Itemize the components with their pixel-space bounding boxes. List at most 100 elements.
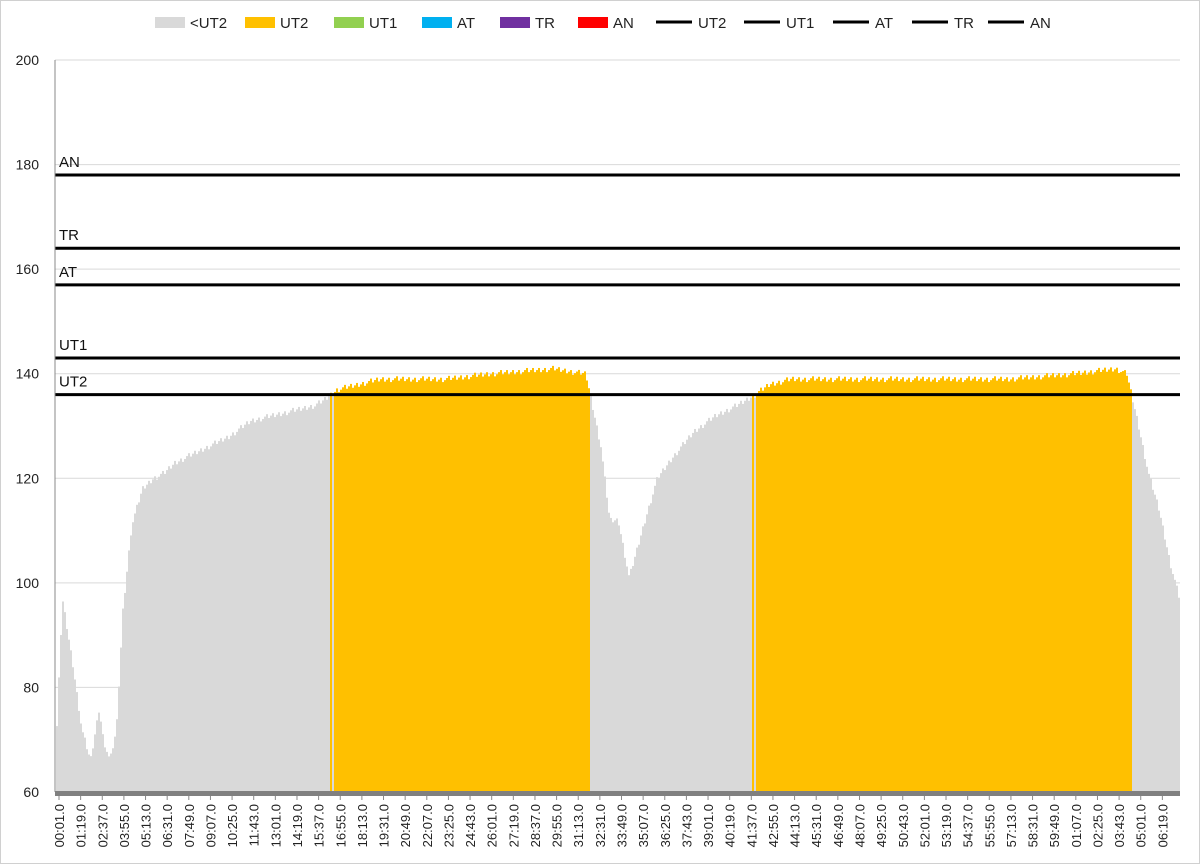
bar-ut2 [1074, 375, 1076, 792]
threshold-lines: UT2 UT1 AT TR AN [55, 154, 1180, 397]
bar-below-ut2 [592, 409, 594, 792]
threshold-label-UT1: UT1 [59, 337, 87, 354]
bar-ut2 [340, 389, 342, 792]
bar-ut2 [444, 380, 446, 792]
bar-below-ut2 [666, 465, 668, 792]
bar-below-ut2 [644, 523, 646, 792]
x-tick-label: 42:55.0 [766, 804, 781, 847]
bar-ut2 [902, 377, 904, 792]
bar-below-ut2 [186, 456, 188, 792]
bar-ut2 [1042, 377, 1044, 792]
bar-below-ut2 [324, 397, 326, 792]
legend: <UT2 UT2 UT1 AT TR AN UT2 UT1 AT TR AN [155, 15, 1051, 32]
bar-below-ut2 [604, 476, 606, 792]
bar-ut2 [1010, 379, 1012, 792]
bar-ut2 [432, 379, 434, 792]
bar-below-ut2 [638, 544, 640, 792]
bar-ut2 [774, 385, 776, 792]
bar-ut2 [342, 387, 344, 792]
bar-ut2 [798, 377, 800, 792]
bar-ut2 [956, 381, 958, 792]
bar-below-ut2 [134, 513, 136, 792]
bar-ut2 [520, 374, 522, 792]
threshold-label-UT2: UT2 [59, 374, 87, 391]
bar-ut2 [512, 370, 514, 792]
bar-ut2 [470, 377, 472, 792]
bar-ut2 [1080, 374, 1082, 792]
bar-below-ut2 [598, 439, 600, 792]
bar-ut2 [810, 378, 812, 792]
bar-ut2 [998, 378, 1000, 792]
bar-below-ut2 [230, 435, 232, 792]
x-tick-label: 45:31.0 [809, 804, 824, 847]
bar-below-ut2 [290, 410, 292, 792]
bar-below-ut2 [728, 412, 730, 792]
bar-below-ut2 [278, 412, 280, 792]
bar-below-ut2 [640, 535, 642, 792]
bar-below-ut2 [156, 479, 158, 792]
bar-ut2 [514, 374, 516, 792]
bar-below-ut2 [1172, 574, 1174, 792]
bar-ut2 [836, 378, 838, 792]
bar-ut2 [494, 376, 496, 792]
bar-ut2 [390, 382, 392, 792]
bar-below-ut2 [96, 720, 98, 792]
bar-ut2 [934, 377, 936, 792]
bar-ut2 [478, 374, 480, 792]
bar-below-ut2 [104, 747, 106, 792]
bar-below-ut2 [88, 754, 90, 792]
bar-below-ut2 [300, 410, 302, 792]
bar-ut2 [526, 367, 528, 792]
bar-ut2 [820, 381, 822, 792]
bar-ut2 [468, 379, 470, 792]
legend-label: UT1 [369, 15, 397, 32]
bar-ut2 [994, 376, 996, 792]
bar-ut2 [1036, 377, 1038, 792]
x-tick-label: 27:19.0 [506, 804, 521, 847]
bar-below-ut2 [710, 420, 712, 792]
bar-ut2 [986, 377, 988, 792]
bar-below-ut2 [314, 406, 316, 792]
bar-below-ut2 [90, 756, 92, 792]
bar-below-ut2 [64, 612, 66, 792]
bar-ut2 [1082, 372, 1084, 792]
bar-below-ut2 [202, 451, 204, 792]
data-bars [56, 365, 1180, 792]
bar-below-ut2 [744, 400, 746, 792]
x-tick-label: 53:19.0 [939, 804, 954, 847]
x-tick-label: 01:07.0 [1069, 804, 1084, 847]
bar-below-ut2 [272, 413, 274, 792]
bar-ut2 [1022, 379, 1024, 792]
bar-below-ut2 [692, 432, 694, 792]
bar-below-ut2 [232, 432, 234, 792]
y-tick-label: 200 [16, 52, 40, 68]
bar-ut2 [802, 379, 804, 792]
bar-below-ut2 [636, 547, 638, 792]
bar-ut2 [450, 379, 452, 792]
bar-ut2 [1032, 375, 1034, 792]
bar-below-ut2 [624, 557, 626, 792]
bar-ut2 [928, 377, 930, 792]
bar-ut2 [1104, 367, 1106, 792]
bar-ut2 [832, 382, 834, 792]
bar-ut2 [524, 370, 526, 792]
bar-ut2 [880, 379, 882, 792]
bar-ut2 [814, 380, 816, 792]
bar-ut2 [1128, 382, 1130, 792]
bar-below-ut2 [730, 409, 732, 792]
bar-ut2 [936, 382, 938, 792]
bar-ut2 [460, 375, 462, 792]
x-tick-label: 44:13.0 [788, 804, 803, 847]
bar-ut2 [1114, 369, 1116, 792]
bar-below-ut2 [92, 748, 94, 792]
bar-below-ut2 [1144, 459, 1146, 792]
bar-ut2 [532, 367, 534, 792]
bar-below-ut2 [244, 424, 246, 792]
bar-below-ut2 [108, 756, 110, 792]
bar-ut2 [480, 372, 482, 792]
x-tick-label: 24:43.0 [463, 804, 478, 847]
bar-below-ut2 [214, 440, 216, 792]
legend-swatch-UT1 [334, 17, 364, 28]
bar-below-ut2 [630, 568, 632, 792]
bar-ut2 [760, 387, 762, 792]
